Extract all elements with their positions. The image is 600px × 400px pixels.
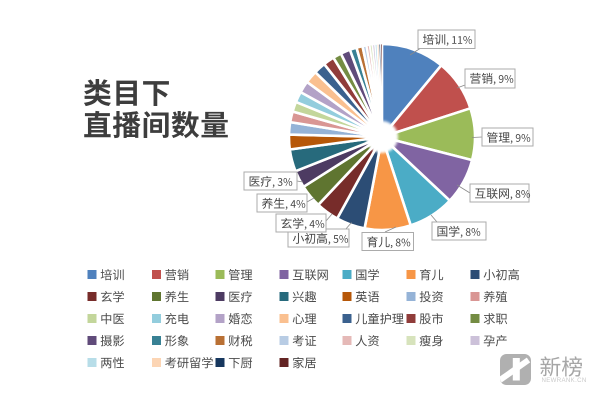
svg-text:NEWRANK.CN: NEWRANK.CN — [542, 377, 587, 384]
